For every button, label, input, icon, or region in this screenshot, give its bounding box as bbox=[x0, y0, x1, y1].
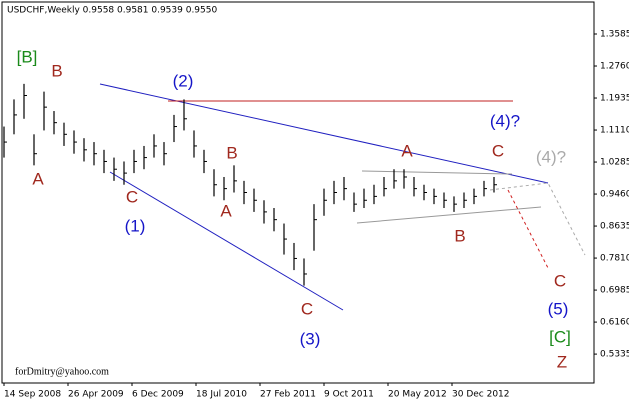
wave-label: C bbox=[492, 141, 504, 160]
y-tick-label: 0.6985 bbox=[600, 286, 629, 296]
y-tick-label: 0.5335 bbox=[600, 350, 629, 360]
x-tick-label: 18 Jul 2010 bbox=[196, 390, 247, 400]
x-tick-label: 9 Oct 2011 bbox=[324, 390, 374, 400]
y-tick-label: 0.7810 bbox=[600, 254, 629, 264]
wave-label: [B] bbox=[17, 47, 38, 66]
x-tick-label: 6 Dec 2009 bbox=[132, 390, 184, 400]
wave-labels: [B] B A C (1) (2) B A C (3) A C (4)? B (… bbox=[17, 47, 571, 371]
projection bbox=[489, 182, 586, 256]
wave-lines bbox=[99, 83, 586, 311]
x-tick-label: 27 Feb 2011 bbox=[260, 390, 316, 400]
wave-label: (4)? bbox=[536, 147, 566, 166]
x-tick-label: 30 Dec 2012 bbox=[452, 390, 510, 400]
channel-line bbox=[361, 170, 513, 175]
x-tick-label: 14 Sep 2008 bbox=[4, 390, 61, 400]
wave-label: A bbox=[401, 141, 413, 160]
y-tick-label: 1.3585 bbox=[600, 30, 629, 40]
wave-label: [C] bbox=[549, 327, 571, 346]
wave-label: B bbox=[454, 226, 465, 245]
wave-label: Z bbox=[557, 352, 567, 371]
projection bbox=[507, 189, 549, 269]
y-tick-label: 0.6160 bbox=[600, 318, 629, 328]
y-tick-label: 1.1110 bbox=[600, 126, 629, 136]
wave-label: A bbox=[32, 169, 44, 188]
credit: forDmitry@yahoo.com bbox=[15, 366, 109, 377]
wave-label: (2) bbox=[173, 71, 194, 90]
x-tick-label: 20 May 2012 bbox=[388, 390, 447, 400]
chart-title: USDCHF,Weekly 0.9558 0.9581 0.9539 0.955… bbox=[7, 6, 217, 16]
y-tick-label: 1.1935 bbox=[600, 94, 629, 104]
wave-label: A bbox=[220, 201, 232, 220]
plot-frame bbox=[1, 1, 595, 384]
y-tick-label: 1.2760 bbox=[600, 62, 629, 72]
trend-line bbox=[109, 171, 344, 311]
wave-label: (4)? bbox=[490, 111, 520, 130]
wave-label: B bbox=[51, 61, 62, 80]
wave-label: (3) bbox=[300, 329, 321, 348]
wave-label: (1) bbox=[125, 216, 146, 235]
wave-label: (5) bbox=[548, 299, 569, 318]
channel-line bbox=[356, 206, 542, 224]
y-tick-label: 0.8635 bbox=[600, 222, 629, 232]
y-tick-label: 1.0285 bbox=[600, 158, 629, 168]
wave-label: C bbox=[301, 299, 313, 318]
x-tick-label: 26 Apr 2009 bbox=[68, 390, 124, 400]
y-tick-label: 0.9460 bbox=[600, 190, 629, 200]
wave-label: C bbox=[554, 271, 566, 290]
wave-label: C bbox=[126, 187, 138, 206]
wave-label: B bbox=[226, 143, 237, 162]
